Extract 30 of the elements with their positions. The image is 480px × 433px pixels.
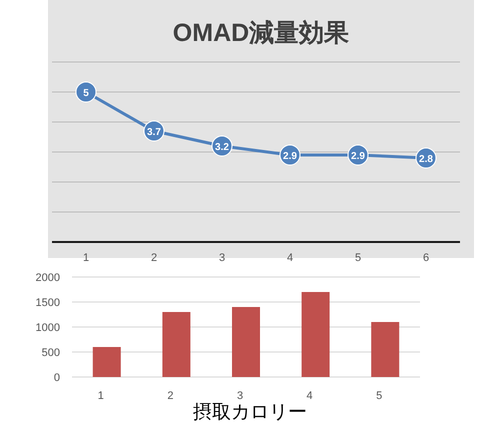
data-label: 3.7 <box>147 127 162 138</box>
data-label: 2.8 <box>419 154 434 165</box>
y-tick-label: 500 <box>42 347 60 359</box>
y-tick-label: 1000 <box>36 322 60 334</box>
x-tick-label: 6 <box>422 252 430 264</box>
x-tick-label: 1 <box>82 252 90 264</box>
x-tick-label: 4 <box>306 390 313 402</box>
data-label: 2.9 <box>351 151 366 162</box>
x-tick-label: 1 <box>98 390 104 402</box>
x-tick-label: 4 <box>286 252 294 264</box>
bar <box>371 322 400 377</box>
y-tick-label: 0 <box>54 372 60 384</box>
x-tick-label: 2 <box>150 252 158 264</box>
bar <box>302 292 330 377</box>
x-axis-title: 摂取カロリー <box>193 402 307 423</box>
x-tick-label: 3 <box>236 390 244 402</box>
y-tick-label: 1500 <box>36 297 60 309</box>
bar <box>162 312 190 377</box>
x-tick-label: 5 <box>354 252 362 264</box>
bar <box>92 347 121 377</box>
data-label: 3.2 <box>215 142 230 153</box>
point <box>76 82 96 102</box>
x-tick-label: 3 <box>218 252 226 264</box>
data-label: 5 <box>83 88 90 99</box>
x-tick-label: 2 <box>167 390 174 402</box>
y-tick-label: 2000 <box>36 272 60 284</box>
bar <box>232 307 260 377</box>
chart-title: OMAD減量効果 <box>172 19 350 47</box>
x-tick-label: 5 <box>376 390 382 402</box>
data-label: 2.9 <box>283 151 298 162</box>
